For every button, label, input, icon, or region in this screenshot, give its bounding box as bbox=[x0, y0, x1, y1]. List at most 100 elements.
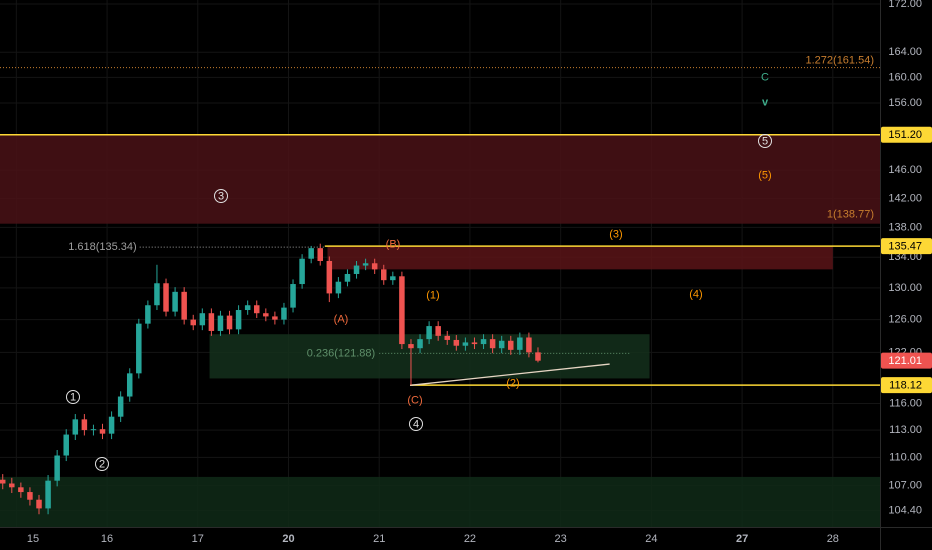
trend-line bbox=[409, 363, 610, 386]
x-tick-label: 16 bbox=[101, 533, 113, 545]
wave-circle bbox=[66, 390, 80, 404]
candle-body bbox=[163, 283, 169, 312]
candle-body bbox=[217, 315, 224, 331]
candle-body bbox=[299, 258, 305, 285]
wave-label: v bbox=[762, 96, 769, 108]
candle-body bbox=[99, 429, 106, 434]
candle-body bbox=[471, 342, 478, 345]
candle-body bbox=[489, 339, 496, 349]
candle-body bbox=[281, 307, 287, 320]
candle-body bbox=[36, 499, 42, 509]
y-tick-label: 164.00 bbox=[888, 46, 922, 58]
candle-body bbox=[136, 323, 142, 374]
wave-label: 2 bbox=[99, 458, 105, 470]
candle-body bbox=[63, 434, 69, 456]
candle-body bbox=[54, 455, 60, 481]
wave-label: (5) bbox=[758, 169, 771, 181]
y-tick-label: 107.00 bbox=[888, 479, 922, 491]
candle-body bbox=[435, 326, 441, 336]
wave-label: (1) bbox=[426, 289, 439, 301]
candle-body bbox=[308, 248, 314, 259]
candle-body bbox=[244, 305, 251, 311]
candle-body bbox=[0, 479, 6, 484]
candle-body bbox=[235, 310, 242, 330]
x-tick-label: 22 bbox=[464, 533, 476, 545]
x-tick-label: 23 bbox=[555, 533, 567, 545]
y-axis-bg bbox=[880, 0, 932, 550]
level-label: 1(138.77) bbox=[827, 209, 874, 221]
price-label: 121.01 bbox=[888, 355, 922, 367]
y-tick-label: 160.00 bbox=[888, 71, 922, 83]
y-tick-label: 172.00 bbox=[888, 0, 922, 10]
candle-body bbox=[517, 337, 523, 350]
candle-body bbox=[253, 305, 260, 314]
wave-label: 1 bbox=[70, 391, 76, 403]
y-tick-label: 110.00 bbox=[889, 451, 922, 463]
level-label: 1.618(135.34) bbox=[68, 241, 137, 253]
candle-body bbox=[45, 480, 51, 509]
wave-label: (4) bbox=[689, 288, 702, 300]
level-label: 0.236(121.88) bbox=[307, 347, 376, 359]
wave-label: 4 bbox=[413, 418, 419, 430]
x-tick-label: 15 bbox=[27, 533, 39, 545]
candle-body bbox=[508, 340, 514, 350]
candle-body bbox=[335, 281, 342, 294]
price-label-box bbox=[881, 238, 932, 255]
candle-body bbox=[181, 291, 187, 320]
price-label-box bbox=[881, 126, 932, 143]
x-tick-label: 27 bbox=[736, 533, 748, 545]
zone bbox=[0, 476, 880, 527]
candle-body bbox=[117, 396, 124, 417]
candle-body bbox=[417, 339, 423, 349]
y-tick-label: 104.40 bbox=[888, 504, 922, 516]
candle-body bbox=[154, 283, 160, 306]
candle-body bbox=[172, 291, 178, 312]
price-label: 118.12 bbox=[889, 380, 922, 392]
candle-body bbox=[326, 260, 333, 294]
candle-body bbox=[72, 419, 79, 435]
candle-body bbox=[290, 284, 296, 308]
candle-body bbox=[462, 342, 469, 346]
candle-body bbox=[9, 483, 15, 488]
candle-body bbox=[199, 313, 206, 326]
candle-body bbox=[226, 315, 233, 330]
candle-body bbox=[498, 340, 505, 349]
candle-body bbox=[145, 305, 151, 324]
candle-body bbox=[190, 319, 196, 326]
price-label: 151.20 bbox=[888, 129, 922, 141]
y-tick-label: 146.00 bbox=[888, 164, 922, 176]
candle-body bbox=[453, 339, 460, 346]
candle-body bbox=[426, 326, 432, 340]
candle-body bbox=[81, 419, 88, 431]
wave-circle bbox=[758, 134, 772, 148]
x-tick-label: 20 bbox=[282, 533, 294, 545]
zone bbox=[0, 134, 880, 224]
candle-body bbox=[444, 335, 451, 340]
candle-body bbox=[353, 265, 360, 274]
y-tick-label: 156.00 bbox=[888, 97, 922, 109]
candle-body bbox=[362, 263, 369, 266]
wave-label: (B) bbox=[386, 238, 401, 250]
candle-body bbox=[399, 276, 405, 345]
candle-body bbox=[480, 339, 487, 345]
y-tick-label: 116.00 bbox=[889, 397, 922, 409]
wave-label: (2) bbox=[506, 377, 519, 389]
wave-label: C bbox=[761, 71, 769, 83]
candle-body bbox=[27, 492, 33, 500]
y-tick-label: 130.00 bbox=[888, 282, 922, 294]
candle-body bbox=[263, 313, 269, 317]
candle-body bbox=[344, 273, 351, 282]
x-tick-label: 17 bbox=[192, 533, 204, 545]
candle-body bbox=[317, 248, 323, 261]
wave-label: (3) bbox=[609, 228, 622, 240]
zone bbox=[327, 246, 833, 270]
y-tick-label: 138.00 bbox=[888, 221, 922, 233]
candle-body bbox=[408, 344, 414, 349]
wave-circle bbox=[214, 189, 228, 203]
candle-body bbox=[526, 337, 532, 353]
candle-body bbox=[535, 352, 541, 361]
candle-body bbox=[381, 269, 387, 281]
